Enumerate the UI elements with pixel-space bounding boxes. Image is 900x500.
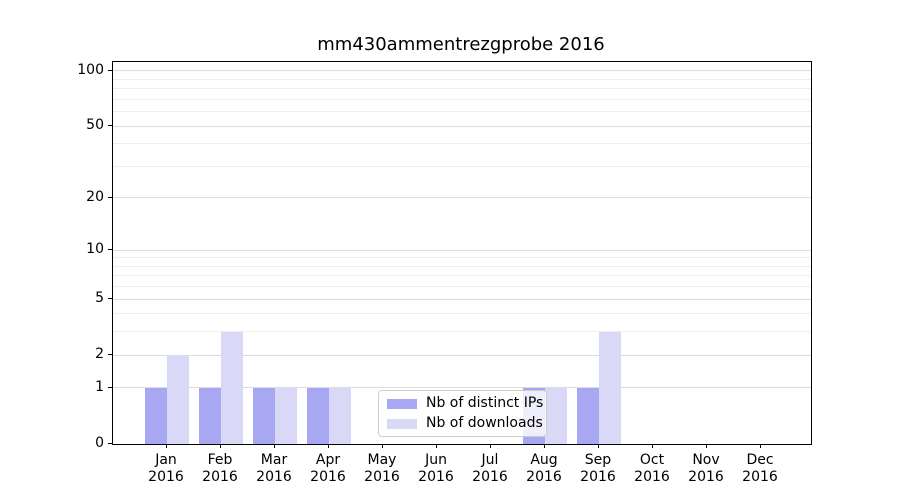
- x-tick-mark: [760, 444, 761, 448]
- x-tick-mark: [652, 444, 653, 448]
- major-gridline: [113, 197, 811, 199]
- y-tick-label: 10: [86, 241, 104, 258]
- x-tick-year: 2016: [202, 469, 238, 485]
- y-tick-label: 100: [77, 61, 104, 78]
- y-tick-label: 50: [86, 117, 104, 134]
- minor-gridline: [113, 165, 811, 167]
- legend-entry-downloads: Nb of downloads: [387, 416, 543, 431]
- x-tick-mark: [220, 444, 221, 448]
- plot-area: [112, 61, 812, 445]
- y-tick-label: 1: [95, 378, 104, 395]
- x-tick-label-nov: Nov 2016: [679, 452, 733, 486]
- x-tick-year: 2016: [742, 469, 778, 485]
- y-tick-label: 20: [86, 188, 104, 205]
- major-gridline: [113, 298, 811, 300]
- x-tick-label-jan: Jan 2016: [139, 452, 193, 486]
- x-tick-label-may: May 2016: [355, 452, 409, 486]
- x-tick-label-dec: Dec 2016: [733, 452, 787, 486]
- bar-nb-of-downloads-mar: [275, 387, 297, 444]
- x-tick-mark: [598, 444, 599, 448]
- y-tick-mark: [108, 443, 112, 444]
- x-tick-year: 2016: [310, 469, 346, 485]
- x-tick-mark: [166, 444, 167, 448]
- x-tick-label-feb: Feb 2016: [193, 452, 247, 486]
- y-tick-mark: [108, 196, 112, 198]
- bar-nb-of-distinct-ips-feb: [199, 387, 221, 444]
- x-tick-year: 2016: [526, 469, 562, 485]
- x-tick-year: 2016: [472, 469, 508, 485]
- x-tick-label-apr: Apr 2016: [301, 452, 355, 486]
- bar-nb-of-distinct-ips-apr: [307, 387, 329, 444]
- legend-label-downloads: Nb of downloads: [426, 415, 543, 431]
- minor-gridline: [113, 98, 811, 100]
- legend: Nb of distinct IPs Nb of downloads: [378, 390, 547, 437]
- y-tick-mark: [108, 298, 112, 300]
- minor-gridline: [113, 88, 811, 90]
- y-tick-label: 5: [95, 290, 104, 307]
- y-tick-label: 0: [95, 435, 104, 451]
- minor-gridline: [113, 286, 811, 288]
- bar-nb-of-downloads-sep: [599, 331, 621, 444]
- x-tick-mark: [490, 444, 491, 448]
- y-tick-mark: [108, 354, 112, 356]
- major-gridline: [113, 249, 811, 251]
- legend-swatch-downloads: [387, 418, 417, 429]
- x-tick-year: 2016: [418, 469, 454, 485]
- x-tick-year: 2016: [256, 469, 292, 485]
- minor-gridline: [113, 275, 811, 277]
- bar-nb-of-downloads-feb: [221, 331, 243, 444]
- y-tick-mark: [108, 249, 112, 251]
- bar-nb-of-downloads-jan: [167, 355, 189, 444]
- y-tick-mark: [108, 69, 112, 71]
- x-tick-label-aug: Aug 2016: [517, 452, 571, 486]
- bar-nb-of-distinct-ips-sep: [577, 387, 599, 444]
- legend-entry-distinct-ips: Nb of distinct IPs: [387, 396, 543, 411]
- bar-nb-of-downloads-aug: [545, 387, 567, 444]
- x-tick-year: 2016: [148, 469, 184, 485]
- x-tick-mark: [706, 444, 707, 448]
- minor-gridline: [113, 143, 811, 145]
- x-tick-year: 2016: [364, 469, 400, 485]
- minor-gridline: [113, 313, 811, 315]
- chart-title: mm430ammentrezgprobe 2016: [317, 34, 605, 55]
- x-tick-label-oct: Oct 2016: [625, 452, 679, 486]
- minor-gridline: [113, 111, 811, 113]
- bar-nb-of-distinct-ips-jan: [145, 387, 167, 444]
- bar-nb-of-downloads-apr: [329, 387, 351, 444]
- x-tick-label-jul: Jul 2016: [463, 452, 517, 486]
- x-tick-mark: [436, 444, 437, 448]
- x-tick-mark: [328, 444, 329, 448]
- minor-gridline: [113, 78, 811, 80]
- x-tick-year: 2016: [634, 469, 670, 485]
- x-tick-year: 2016: [580, 469, 616, 485]
- x-tick-mark: [544, 444, 545, 448]
- major-gridline: [113, 354, 811, 356]
- x-tick-label-sep: Sep 2016: [571, 452, 625, 486]
- x-tick-year: 2016: [688, 469, 724, 485]
- major-gridline: [113, 125, 811, 127]
- legend-label-distinct-ips: Nb of distinct IPs: [426, 395, 544, 411]
- x-tick-mark: [274, 444, 275, 448]
- y-tick-mark: [108, 386, 112, 388]
- bar-nb-of-distinct-ips-mar: [253, 387, 275, 444]
- legend-swatch-distinct-ips: [387, 398, 417, 409]
- minor-gridline: [113, 331, 811, 333]
- x-tick-label-mar: Mar 2016: [247, 452, 301, 486]
- x-tick-label-jun: Jun 2016: [409, 452, 463, 486]
- major-gridline: [113, 387, 811, 389]
- major-gridline: [113, 70, 811, 72]
- y-tick-mark: [108, 125, 112, 127]
- y-tick-label: 2: [95, 346, 104, 363]
- minor-gridline: [113, 265, 811, 267]
- minor-gridline: [113, 257, 811, 259]
- x-tick-mark: [382, 444, 383, 448]
